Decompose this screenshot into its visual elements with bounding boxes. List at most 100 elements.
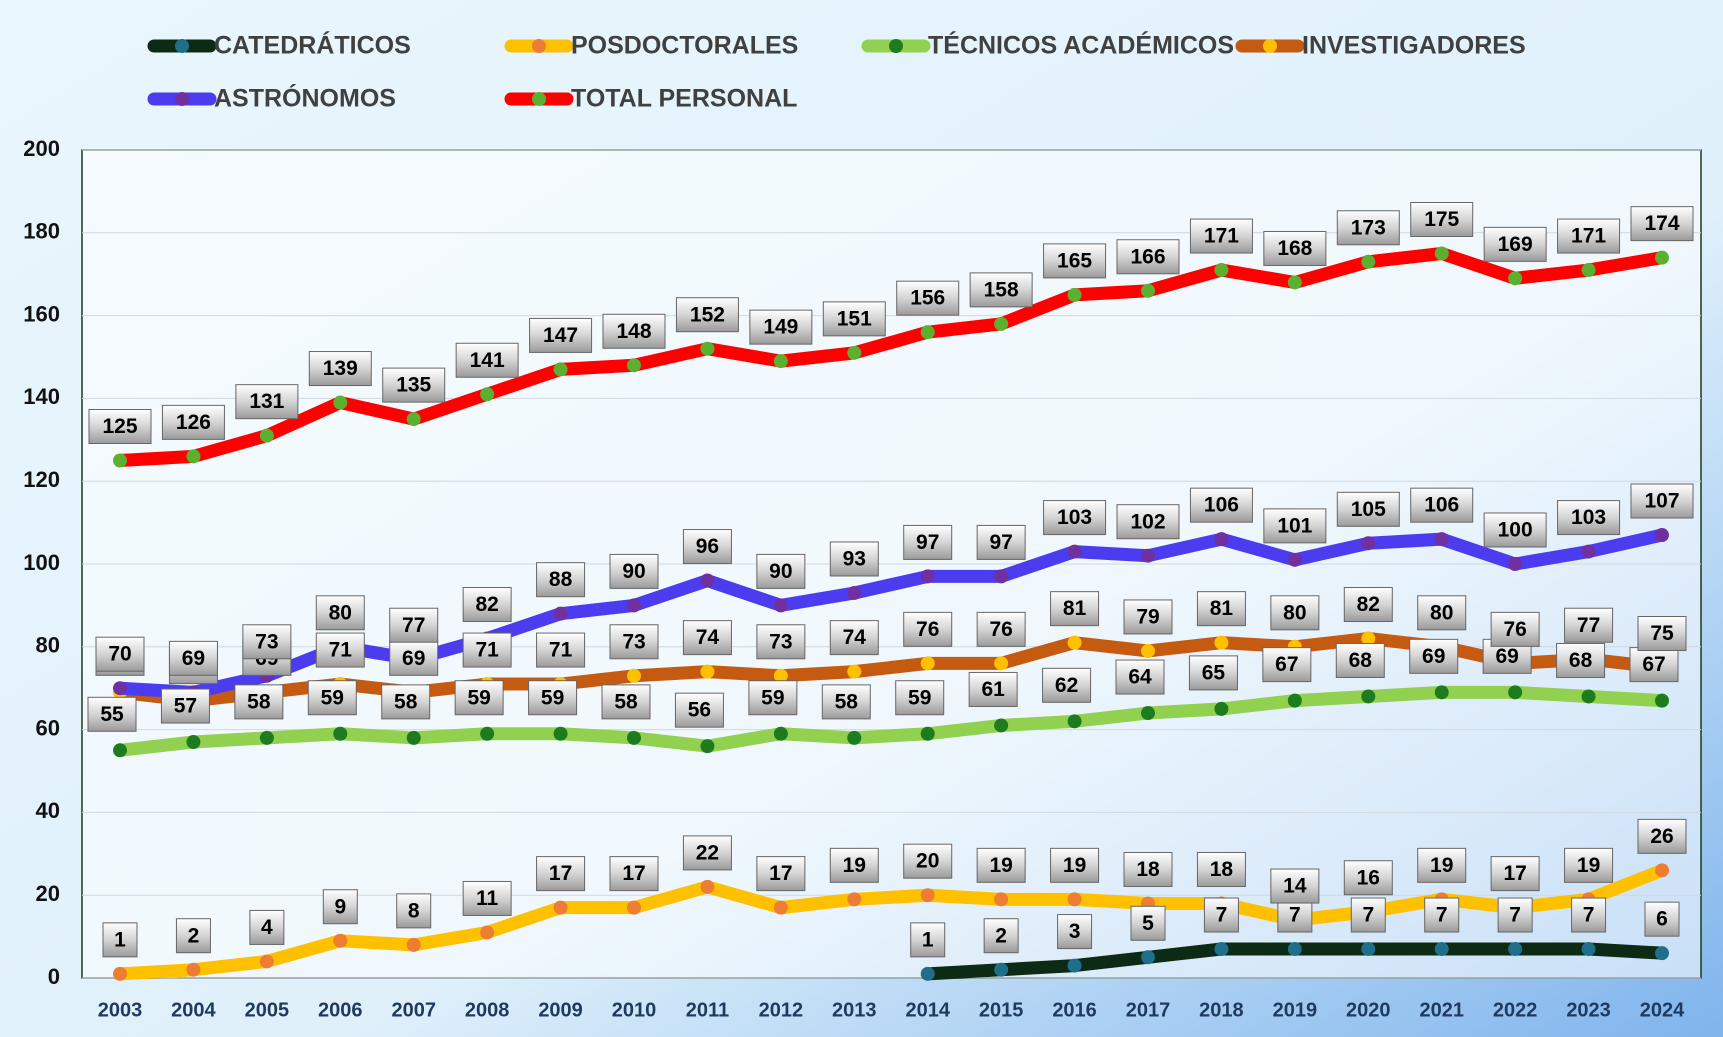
label-box (1196, 591, 1246, 627)
point (113, 966, 127, 981)
x-tick-label: 2010 (612, 999, 657, 1021)
label-box (748, 680, 798, 716)
point (920, 656, 935, 671)
label-box (609, 553, 659, 589)
data-label: 97 (916, 531, 939, 554)
data-label: 59 (467, 686, 490, 709)
x-tick-label: 2023 (1566, 999, 1611, 1021)
point (920, 726, 935, 741)
data-label: 90 (622, 560, 645, 583)
label-box (1336, 210, 1400, 246)
data-label: 17 (1503, 862, 1526, 885)
x-tick-label: 2006 (318, 999, 363, 1021)
label-box (528, 680, 578, 716)
label-box (1043, 243, 1107, 279)
label-box (1644, 901, 1680, 937)
label-box (1409, 638, 1459, 674)
label-box (829, 541, 879, 577)
data-label: 7 (1362, 904, 1374, 927)
x-tick-label: 2014 (905, 999, 950, 1021)
data-label: 19 (1577, 854, 1600, 877)
legend-marker (175, 92, 189, 106)
point (1508, 685, 1523, 700)
data-label: 175 (1424, 208, 1459, 231)
point (113, 681, 127, 696)
point (480, 925, 495, 940)
point (1141, 643, 1155, 658)
label-box (756, 553, 806, 589)
label-box (1115, 659, 1165, 695)
data-label: 158 (984, 278, 1019, 301)
label-box (1335, 642, 1385, 678)
label-box (674, 692, 724, 728)
point (1361, 942, 1376, 957)
label-box (1263, 230, 1327, 266)
point (1434, 532, 1449, 547)
data-label: 106 (1424, 494, 1459, 517)
data-label: 81 (1210, 597, 1234, 620)
label-box (88, 409, 152, 444)
data-label: 69 (1495, 645, 1518, 668)
data-label: 80 (1283, 601, 1306, 624)
label-box (1557, 500, 1621, 536)
point (847, 664, 862, 679)
y-tick-label: 140 (23, 384, 60, 409)
data-label: 105 (1351, 498, 1386, 521)
x-tick-label: 2019 (1273, 999, 1318, 1021)
label-box (1188, 655, 1238, 691)
point (1434, 246, 1449, 261)
label-box (1196, 851, 1246, 887)
label-box (1630, 206, 1694, 242)
legend-marker (532, 92, 546, 106)
label-box (160, 688, 210, 724)
series-line (113, 247, 1669, 467)
label-box (601, 684, 651, 720)
label-box (822, 301, 886, 337)
label-box (969, 272, 1033, 308)
label-box (903, 611, 953, 647)
label-box (536, 856, 586, 892)
point (1434, 685, 1449, 700)
label-box (1424, 897, 1460, 933)
label-box (322, 889, 358, 925)
label-box (1189, 218, 1253, 254)
data-label: 69 (1422, 645, 1445, 668)
data-label: 58 (614, 690, 638, 713)
point (1141, 706, 1155, 721)
data-label: 79 (1136, 605, 1159, 628)
data-label: 101 (1277, 514, 1312, 537)
data-label: 5 (1142, 912, 1154, 935)
point (1067, 635, 1082, 650)
x-tick-label: 2004 (171, 999, 216, 1021)
point (700, 664, 715, 679)
label-box (1490, 856, 1540, 892)
data-label: 7 (1289, 904, 1301, 927)
point (1067, 287, 1082, 302)
label-box (235, 384, 299, 420)
point (1214, 942, 1229, 957)
label-box (1483, 512, 1547, 548)
label-box (682, 620, 732, 656)
data-label: 168 (1277, 237, 1312, 260)
data-label: 135 (396, 374, 431, 397)
data-label: 88 (549, 568, 573, 591)
label-box (903, 843, 953, 879)
point (1361, 254, 1376, 269)
label-box (675, 297, 739, 333)
data-label: 71 (549, 639, 573, 662)
data-label: 73 (769, 630, 792, 653)
label-box (983, 918, 1019, 954)
data-label: 8 (408, 899, 420, 922)
y-tick-label: 100 (23, 550, 60, 575)
point (553, 726, 568, 741)
data-label: 3 (1069, 920, 1081, 943)
data-label: 131 (249, 390, 284, 413)
x-tick-label: 2013 (832, 999, 877, 1021)
label-box (1043, 500, 1107, 536)
data-label: 18 (1136, 858, 1160, 881)
point (700, 739, 715, 754)
series-line (113, 528, 1669, 699)
legend-label: TOTAL PERSONAL (571, 85, 797, 113)
data-label: 174 (1644, 212, 1679, 235)
label-box (536, 562, 586, 598)
